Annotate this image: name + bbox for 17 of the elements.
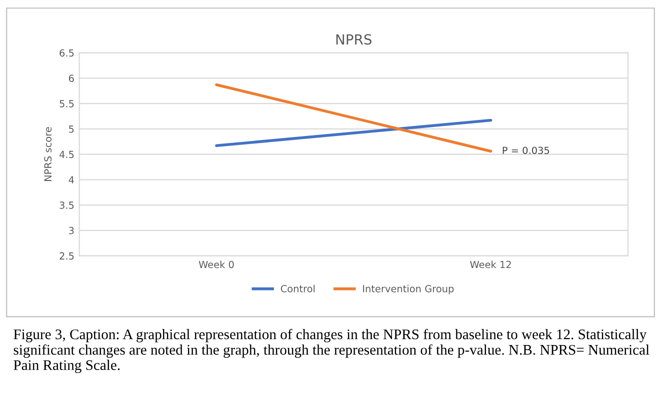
caption: Figure 3, Caption: A graphical representation of changes in the NPRS from baseline to week 12. Statistically significant changes are noted in the graph, through the representation of the p-value. N.B. NPRS= Numerical Pain Rating Scale. — [14, 328, 650, 374]
y-tick-label: 4.5 — [59, 150, 74, 158]
legend-label: Control — [280, 284, 315, 292]
x-tick-label: Week 12 — [470, 260, 511, 268]
annotation: P = 0.035 — [502, 146, 550, 154]
y-tick-label: 6.5 — [60, 49, 74, 57]
y-tick-label: 3.5 — [60, 202, 74, 209]
y-axis-title: NPRS score — [44, 127, 52, 181]
y-tick-label: 2.5 — [60, 252, 74, 260]
x-tick-label: Week 0 — [198, 260, 234, 268]
legend-label: Intervention Group — [363, 284, 454, 294]
y-tick-label: 3 — [69, 226, 74, 234]
y-tick-label: 4 — [68, 176, 74, 184]
y-tick-label: 5.5 — [60, 100, 74, 108]
y-tick-label: 5 — [69, 126, 74, 133]
chart-title: NPRS — [336, 34, 372, 45]
y-tick-label: 6 — [68, 74, 74, 82]
